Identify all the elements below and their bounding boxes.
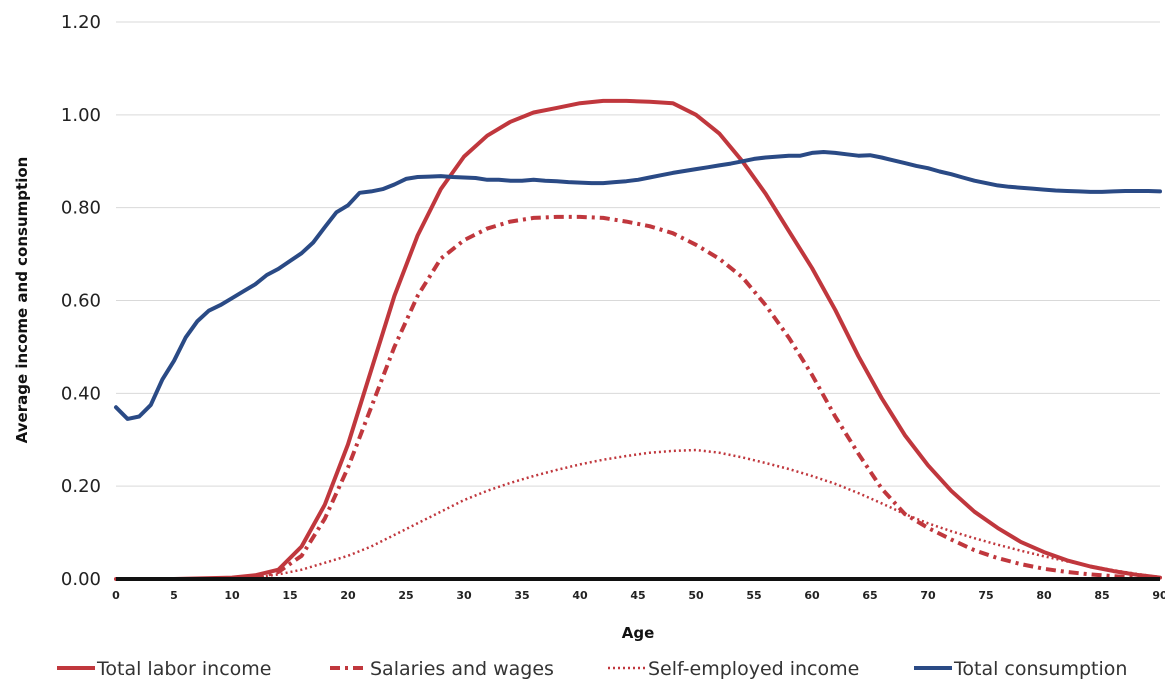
legend-label: Total consumption <box>953 658 1127 680</box>
x-tick-label: 75 <box>978 589 993 602</box>
x-tick-label: 50 <box>688 589 704 602</box>
series-line <box>116 448 1161 581</box>
x-tick-label: 45 <box>630 589 645 602</box>
x-axis-title: Age <box>622 624 655 642</box>
y-tick-label: 0.20 <box>61 476 101 497</box>
x-tick-label: 10 <box>224 589 240 602</box>
y-tick-label: 1.00 <box>61 105 101 126</box>
legend-label: Salaries and wages <box>370 658 554 680</box>
y-tick-labels: 0.00 0.20 0.40 0.60 0.80 1.00 1.20 <box>61 12 101 590</box>
y-axis-title: Average income and consumption <box>13 157 31 444</box>
y-tick-label: 0.00 <box>61 569 101 590</box>
series-line <box>114 98 1162 581</box>
legend-label: Self-employed income <box>648 658 859 680</box>
y-tick-label: 0.40 <box>61 383 101 404</box>
x-tick-label: 15 <box>282 589 297 602</box>
x-tick-label: 20 <box>340 589 356 602</box>
gridlines <box>116 21 1160 487</box>
y-tick-label: 0.80 <box>61 198 101 219</box>
series-line <box>114 150 1162 421</box>
x-tick-label: 55 <box>746 589 761 602</box>
legend-label: Total labor income <box>96 658 271 680</box>
y-tick-label: 1.20 <box>61 12 101 33</box>
x-tick-label: 30 <box>456 589 472 602</box>
x-tick-label: 25 <box>398 589 413 602</box>
x-tick-label: 0 <box>112 589 120 602</box>
x-tick-label: 80 <box>1036 589 1052 602</box>
series-line <box>116 214 1161 581</box>
x-tick-label: 90 <box>1152 589 1165 602</box>
x-tick-label: 70 <box>920 589 936 602</box>
legend: Total labor income Salaries and wages Self… <box>57 658 1127 680</box>
x-tick-label: 60 <box>804 589 820 602</box>
x-tick-label: 40 <box>572 589 588 602</box>
x-tick-labels: 0 5 10 15 20 25 30 35 40 45 50 55 60 65 70 75 80 85 90 <box>112 589 1165 602</box>
x-tick-label: 5 <box>170 589 178 602</box>
y-tick-label: 0.60 <box>61 291 101 312</box>
x-tick-label: 85 <box>1094 589 1109 602</box>
series-lines <box>114 98 1162 581</box>
x-tick-label: 35 <box>514 589 529 602</box>
x-tick-label: 65 <box>862 589 877 602</box>
